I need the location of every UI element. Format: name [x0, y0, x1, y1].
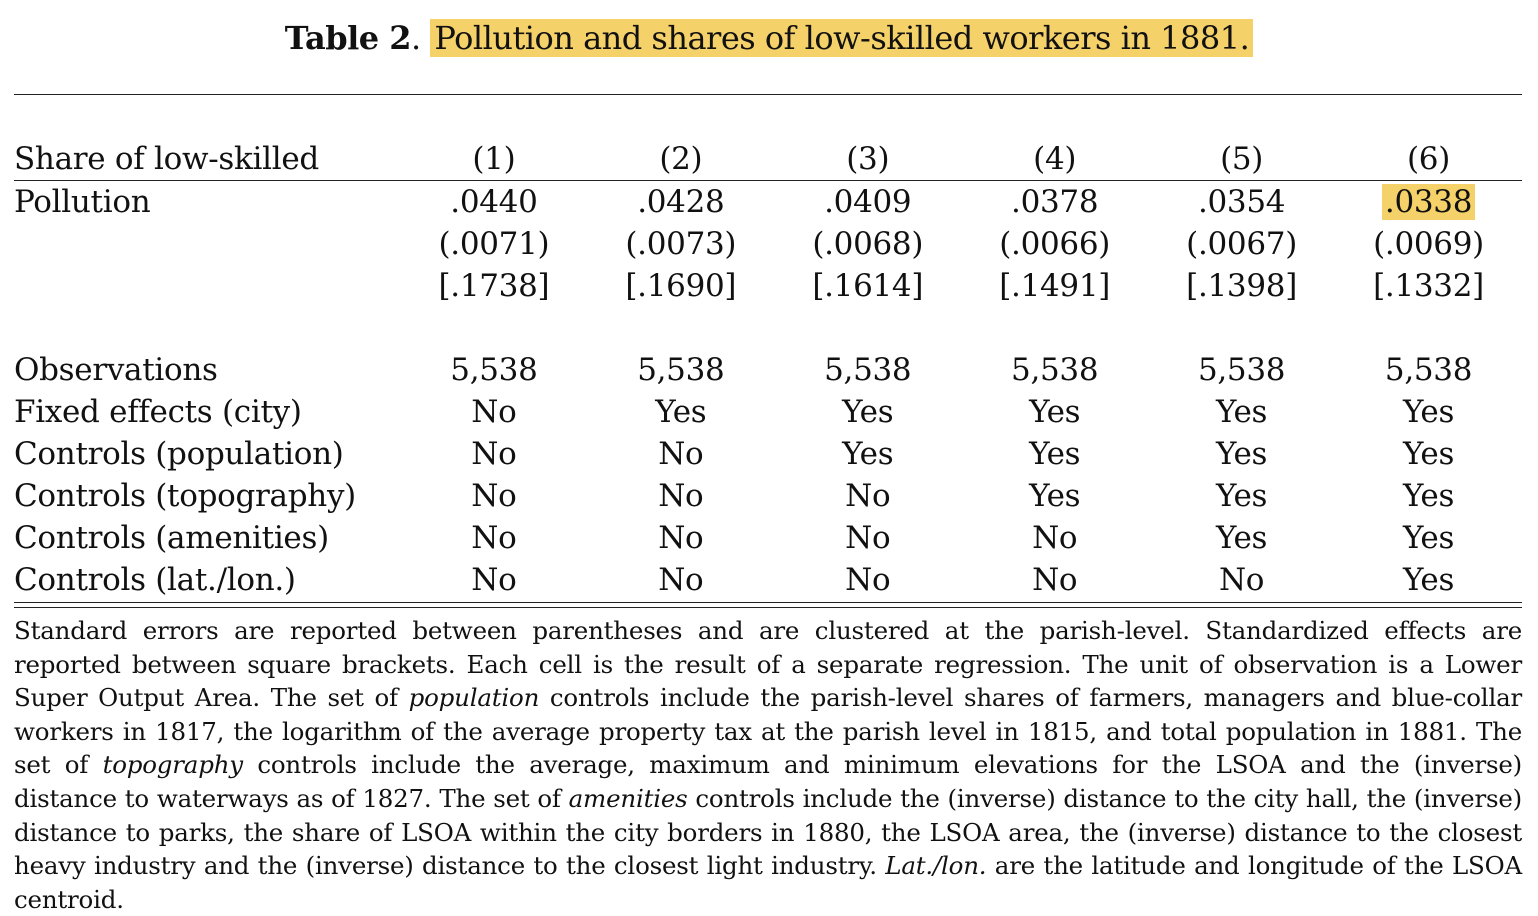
standardized-effect-cell: [.1332] [1373, 268, 1484, 304]
table-cell: No [471, 436, 517, 472]
footnote-text: controls include the parish-level shares… [14, 683, 1522, 780]
row-label: Fixed effects (city) [14, 394, 302, 430]
column-header: (6) [1335, 138, 1522, 181]
highlighted-coefficient[interactable]: .0338 [1381, 184, 1476, 220]
table-row: Fixed effects (city) No Yes Yes Yes Yes … [14, 391, 1522, 433]
table-number: Table 2 [284, 19, 412, 57]
footnote-text: controls include the (inverse) distance … [14, 783, 1522, 881]
column-header: (1) [400, 138, 588, 181]
table-row: Controls (amenities) No No No No Yes Yes [14, 517, 1522, 559]
table-cell: Yes [1029, 436, 1081, 472]
footnote-emphasis: amenities [568, 783, 688, 813]
table-cell: No [658, 562, 704, 598]
row-label: Observations [14, 352, 218, 388]
regression-table: Share of low-skilled (1) (2) (3) (4) (5)… [14, 138, 1522, 601]
footnote-text: are the latitude and longitude of the LS… [14, 851, 1523, 914]
standardized-effect-cell: [.1690] [625, 268, 737, 304]
table-cell: No [658, 436, 704, 472]
table-cell: Yes [1029, 478, 1081, 514]
table-cell: No [1032, 562, 1078, 598]
coefficient-cell: .0409 [824, 184, 912, 220]
standard-error-cell: (.0073) [625, 226, 737, 262]
top-rule [14, 94, 1522, 95]
standardized-effect-row: [.1738] [.1690] [.1614] [.1491] [.1398] … [14, 265, 1522, 307]
table-cell: No [471, 478, 517, 514]
standardized-effect-cell: [.1614] [812, 268, 924, 304]
table-row: Controls (topography) No No No Yes Yes Y… [14, 475, 1522, 517]
row-label: Controls (lat./lon.) [14, 562, 296, 598]
column-header: (4) [961, 138, 1149, 181]
footnote-emphasis: Lat./lon. [885, 851, 987, 881]
table-row: Controls (population) No No Yes Yes Yes … [14, 433, 1522, 475]
caption-text-highlighted[interactable]: Pollution and shares of low-skilled work… [430, 19, 1254, 57]
row-label: Controls (population) [14, 436, 344, 472]
standard-error-row: (.0071) (.0073) (.0068) (.0066) (.0067) … [14, 223, 1522, 265]
table-cell: Yes [842, 394, 894, 430]
table-cell: Yes [1029, 394, 1081, 430]
header-row: Share of low-skilled (1) (2) (3) (4) (5)… [14, 138, 1522, 181]
table-cell: Yes [1216, 520, 1268, 556]
table-row: Controls (lat./lon.) No No No No No Yes [14, 559, 1522, 601]
table-cell: Yes [655, 394, 707, 430]
pollution-coefficient-row: Pollution .0440 .0428 .0409 .0378 .0354 … [14, 181, 1522, 224]
row-label: Pollution [14, 184, 151, 220]
standard-error-cell: (.0068) [812, 226, 924, 262]
table-cell: No [1032, 520, 1078, 556]
table-row: Observations 5,538 5,538 5,538 5,538 5,5… [14, 349, 1522, 391]
table-cell: No [845, 520, 891, 556]
column-header: (5) [1148, 138, 1336, 181]
table-cell: No [1218, 562, 1265, 598]
table-cell: No [845, 478, 891, 514]
table-cell: No [658, 478, 704, 514]
table-cell: Yes [1216, 394, 1268, 430]
coefficient-cell: .0354 [1197, 184, 1286, 220]
row-label-empty [14, 265, 400, 307]
table-cell: Yes [1402, 520, 1455, 556]
table-cell: 5,538 [824, 352, 912, 388]
corner-label: Share of low-skilled [14, 138, 401, 181]
standardized-effect-cell: [.1491] [999, 268, 1111, 304]
coefficient-cell: .0428 [637, 184, 725, 220]
table-footnote: Standard errors are reported between par… [14, 614, 1522, 916]
standardized-effect-cell: [.1738] [438, 268, 550, 304]
column-header: (3) [774, 138, 962, 181]
table-cell: No [471, 520, 517, 556]
table-cell: Yes [1402, 436, 1455, 472]
table-cell: Yes [1216, 478, 1268, 514]
table-caption: Table 2. Pollution and shares of low-ski… [0, 16, 1538, 60]
row-label: Controls (amenities) [14, 520, 329, 556]
table-cell: No [845, 562, 891, 598]
table-cell: Yes [1402, 562, 1455, 598]
table-cell: 5,538 [1011, 352, 1099, 388]
standard-error-cell: (.0069) [1373, 226, 1484, 262]
standardized-effect-cell: [.1398] [1186, 268, 1297, 304]
table-cell: 5,538 [1384, 352, 1473, 388]
footnote-emphasis: population [408, 683, 540, 713]
table-cell: No [471, 394, 517, 430]
row-label-empty [14, 223, 400, 265]
table-cell: Yes [842, 436, 894, 472]
table-cell: Yes [1402, 478, 1455, 514]
coefficient-cell: .0440 [450, 184, 538, 220]
bottom-double-rule [14, 602, 1522, 608]
caption-separator: . [411, 19, 421, 57]
table-cell: 5,538 [637, 352, 725, 388]
coefficient-cell-highlighted: .0338 [1335, 181, 1522, 224]
spacer-row [14, 307, 1522, 349]
table-cell: Yes [1402, 394, 1455, 430]
standard-error-cell: (.0066) [999, 226, 1111, 262]
standard-error-cell: (.0071) [438, 226, 550, 262]
row-label: Controls (topography) [14, 478, 356, 514]
footnote-emphasis: topography [102, 750, 244, 780]
table-cell: No [471, 562, 517, 598]
table-cell: 5,538 [450, 352, 538, 388]
column-header: (2) [587, 138, 775, 181]
table-cell: 5,538 [1197, 352, 1286, 388]
footnote-text: controls include the average, maximum an… [14, 750, 1522, 813]
table-cell: Yes [1216, 436, 1268, 472]
coefficient-cell: .0378 [1011, 184, 1099, 220]
footnote-text: Standard errors are reported between par… [14, 616, 1522, 713]
table-cell: No [658, 520, 704, 556]
standard-error-cell: (.0067) [1186, 226, 1297, 262]
